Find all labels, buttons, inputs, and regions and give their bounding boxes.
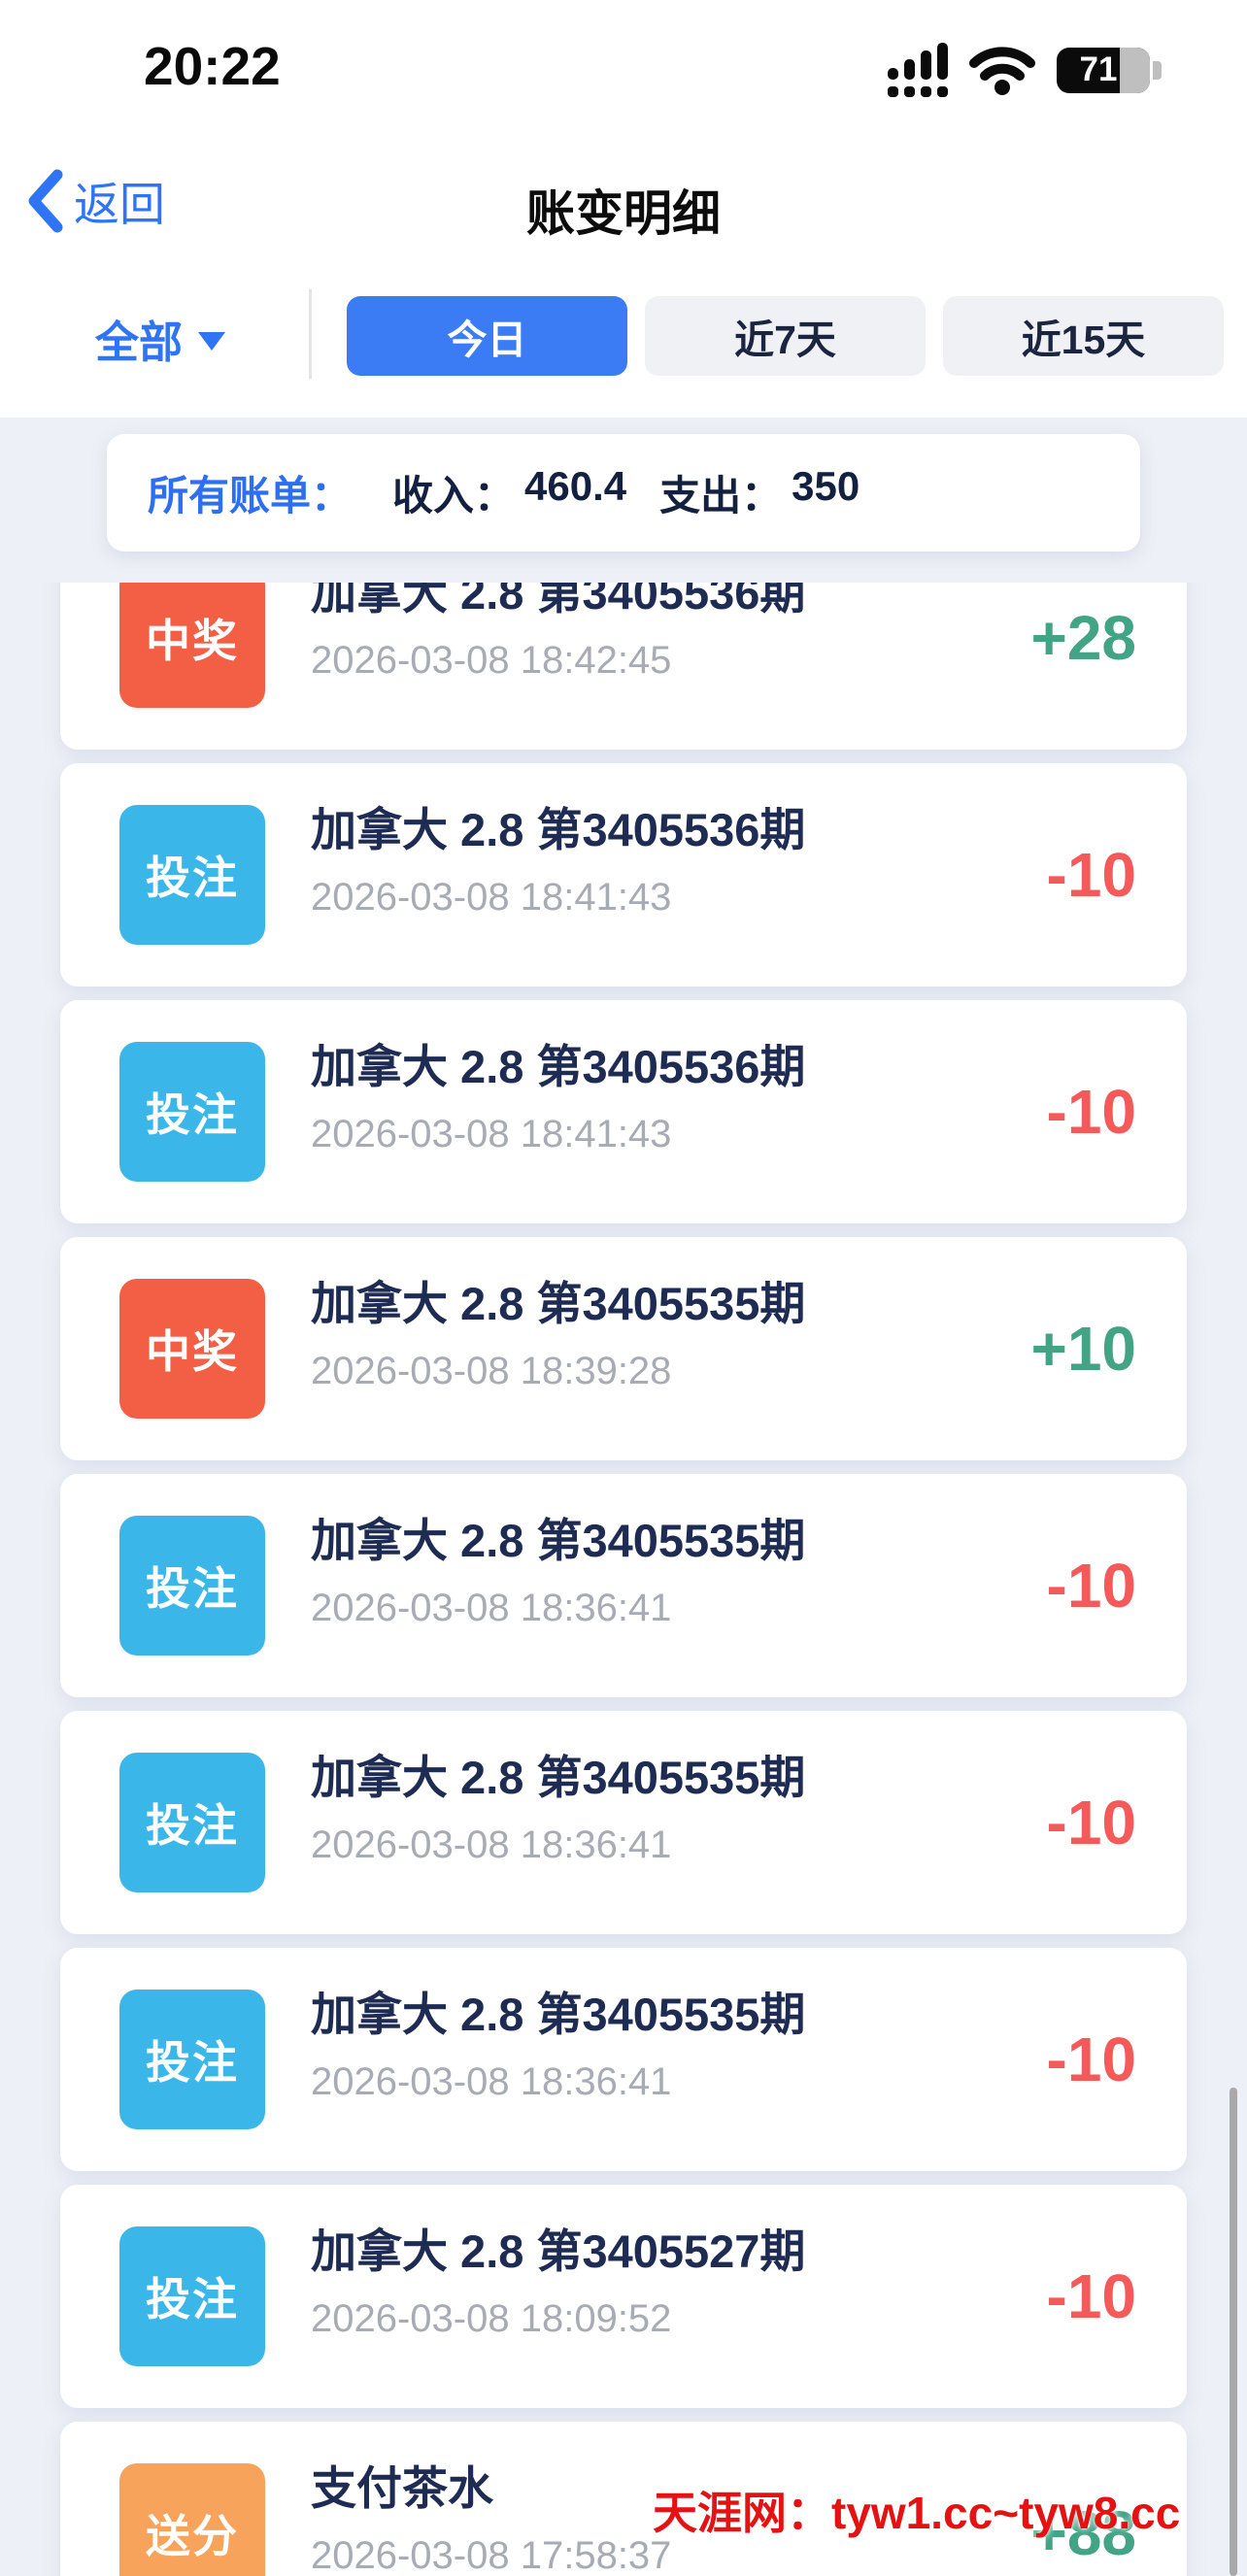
transaction-type-badge: 中奖 (119, 1279, 265, 1419)
transaction-type-label: 投注 (146, 1563, 239, 1614)
date-range-tabs: 今日 近7天 近15天 (347, 296, 1224, 376)
chevron-left-icon (27, 169, 64, 233)
transaction-title: 加拿大 2.8 第3405535期 (311, 1752, 806, 1803)
back-label: 返回 (74, 179, 165, 230)
transaction-title: 加拿大 2.8 第3405536期 (311, 583, 806, 619)
battery-percent-label: 71 (1079, 50, 1118, 88)
summary-card: 所有账单： 收入： 460.4 支出： 350 (107, 434, 1140, 552)
status-bar-time: 20:22 (144, 36, 281, 96)
transaction-type-badge: 投注 (119, 1516, 265, 1656)
category-filter-dropdown[interactable]: 全部 (95, 307, 226, 370)
tab-today[interactable]: 今日 (347, 296, 627, 376)
transaction-list-viewport: 中奖 加拿大 2.8 第3405536期 2026-03-08 18:42:45… (0, 583, 1247, 2576)
transaction-type-label: 送分 (146, 2511, 239, 2561)
transaction-amount: -10 (1046, 2024, 1137, 2094)
transaction-list: 中奖 加拿大 2.8 第3405536期 2026-03-08 18:42:45… (0, 583, 1247, 2576)
income-label: 收入： (392, 473, 516, 519)
battery-empty-portion (1120, 47, 1150, 93)
content-area: 所有账单： 收入： 460.4 支出： 350 中奖 加拿大 2.8 第3405… (0, 418, 1247, 2576)
back-button[interactable]: 返回 (27, 167, 165, 234)
transaction-card[interactable]: 投注 加拿大 2.8 第3405536期 2026-03-08 18:41:43… (60, 763, 1187, 987)
chevron-down-icon (198, 332, 226, 351)
transaction-card[interactable]: 投注 加拿大 2.8 第3405535期 2026-03-08 18:36:41… (60, 1948, 1187, 2171)
transaction-type-badge: 送分 (119, 2463, 265, 2576)
transaction-amount: -10 (1046, 1551, 1137, 1621)
transaction-title: 加拿大 2.8 第3405535期 (311, 1515, 806, 1566)
category-filter-label: 全部 (95, 318, 184, 367)
transaction-type-label: 投注 (146, 853, 239, 903)
transaction-time: 2026-03-08 18:42:45 (311, 639, 672, 682)
transaction-amount: -10 (1046, 1077, 1137, 1147)
transaction-title: 加拿大 2.8 第3405527期 (311, 2225, 806, 2277)
transaction-time: 2026-03-08 18:36:41 (311, 2060, 672, 2103)
filter-divider (309, 289, 312, 379)
transaction-type-badge: 中奖 (119, 583, 265, 708)
income-value: 460.4 (524, 463, 627, 509)
transaction-time: 2026-03-08 18:41:43 (311, 1113, 672, 1155)
status-bar-icons: 71 (888, 43, 1162, 97)
transaction-card[interactable]: 送分 支付茶水 2026-03-08 17:58:37 +88 (60, 2422, 1187, 2576)
transaction-title: 加拿大 2.8 第3405536期 (311, 804, 806, 855)
transaction-title: 加拿大 2.8 第3405535期 (311, 1278, 806, 1329)
transaction-amount: +10 (1030, 1314, 1136, 1384)
page-title: 账变明细 (526, 186, 721, 241)
transaction-time: 2026-03-08 18:39:28 (311, 1350, 672, 1392)
transaction-time: 2026-03-08 18:36:41 (311, 1823, 672, 1866)
transaction-time: 2026-03-08 18:09:52 (311, 2297, 672, 2340)
transaction-title: 加拿大 2.8 第3405536期 (311, 1041, 806, 1092)
transaction-card[interactable]: 投注 加拿大 2.8 第3405535期 2026-03-08 18:36:41… (60, 1711, 1187, 1934)
battery-nub (1153, 60, 1162, 80)
scrollbar-thumb[interactable] (1230, 2088, 1237, 2576)
transaction-type-label: 投注 (146, 2274, 239, 2325)
transaction-card[interactable]: 中奖 加拿大 2.8 第3405535期 2026-03-08 18:39:28… (60, 1237, 1187, 1460)
transaction-time: 2026-03-08 17:58:37 (311, 2534, 672, 2576)
transaction-card[interactable]: 投注 加拿大 2.8 第3405536期 2026-03-08 18:41:43… (60, 1000, 1187, 1223)
transaction-amount: -10 (1046, 2261, 1137, 2331)
transaction-title: 加拿大 2.8 第3405535期 (311, 1989, 806, 2040)
tab-last-7-days[interactable]: 近7天 (645, 296, 926, 376)
transaction-type-label: 投注 (146, 2037, 239, 2088)
summary-label: 所有账单： (148, 473, 353, 519)
transaction-type-label: 中奖 (146, 1326, 239, 1377)
transaction-amount: +28 (1030, 603, 1136, 673)
transaction-title: 支付茶水 (311, 2462, 493, 2514)
expense-label: 支出： (659, 473, 783, 519)
transaction-card[interactable]: 投注 加拿大 2.8 第3405535期 2026-03-08 18:36:41… (60, 1474, 1187, 1697)
watermark-text: 天涯网：tyw1.cc~tyw8.cc (653, 2488, 1181, 2538)
transaction-amount: +88 (1030, 2498, 1136, 2568)
transaction-type-badge: 投注 (119, 1990, 265, 2129)
wifi-icon (969, 45, 1035, 95)
cellular-signal-icon (888, 43, 948, 97)
transaction-type-label: 投注 (146, 1800, 239, 1851)
expense-value: 350 (792, 463, 860, 509)
transaction-type-label: 投注 (146, 1089, 239, 1140)
transaction-type-badge: 投注 (119, 805, 265, 945)
transaction-amount: -10 (1046, 840, 1137, 910)
transaction-type-badge: 投注 (119, 2226, 265, 2366)
transaction-amount: -10 (1046, 1788, 1137, 1857)
transaction-card[interactable]: 投注 加拿大 2.8 第3405527期 2026-03-08 18:09:52… (60, 2185, 1187, 2408)
transaction-type-label: 中奖 (146, 616, 239, 666)
battery-icon: 71 (1057, 47, 1162, 93)
transaction-type-badge: 投注 (119, 1042, 265, 1182)
transaction-card[interactable]: 中奖 加拿大 2.8 第3405536期 2026-03-08 18:42:45… (60, 583, 1187, 750)
tab-last-15-days[interactable]: 近15天 (943, 296, 1224, 376)
transaction-time: 2026-03-08 18:36:41 (311, 1587, 672, 1629)
transaction-type-badge: 投注 (119, 1753, 265, 1892)
transaction-time: 2026-03-08 18:41:43 (311, 876, 672, 919)
